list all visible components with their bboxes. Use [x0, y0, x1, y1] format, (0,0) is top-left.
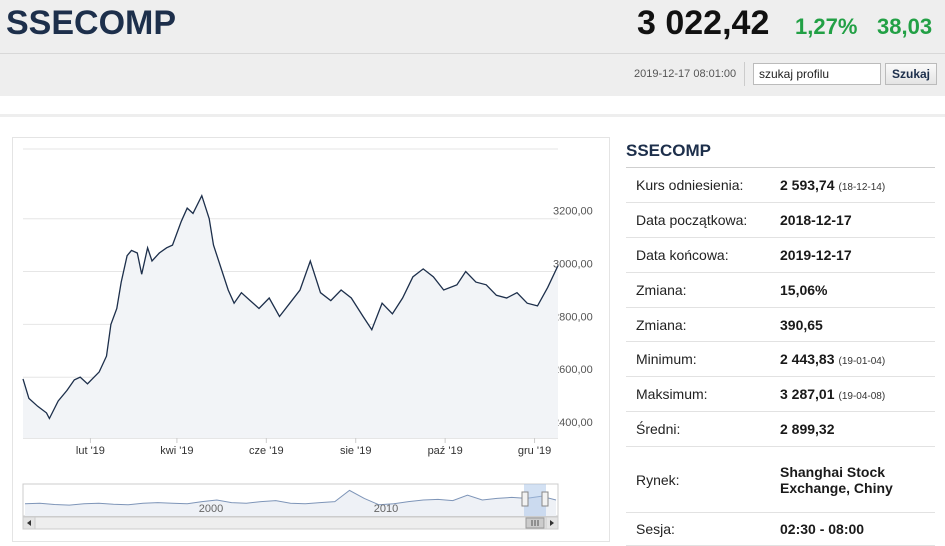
info-row: Data końcowa:2019-12-17	[626, 238, 935, 273]
info-value: 390,65	[780, 317, 823, 333]
info-value: 02:30 - 08:00	[780, 521, 864, 537]
scrollbar-track[interactable]	[23, 517, 558, 529]
header-bar: SSECOMP 3 022,42 1,27% 38,03 2019-12-17 …	[0, 0, 945, 96]
navigator-handle-left[interactable]	[522, 492, 528, 506]
info-value-cell: 390,65	[780, 308, 935, 342]
x-tick-label: kwi '19	[160, 445, 193, 457]
change-percent: 1,27%	[795, 14, 857, 40]
info-row: Rynek:Shanghai Stock Exchange, Chiny	[626, 447, 935, 513]
profile-search-input[interactable]	[753, 63, 881, 85]
search-button[interactable]: Szukaj	[885, 63, 937, 85]
info-label: Minimum:	[626, 342, 780, 377]
info-label: Kurs odniesienia:	[626, 168, 780, 203]
x-tick-label: sie '19	[340, 445, 371, 457]
x-tick-label: gru '19	[518, 445, 551, 457]
info-row: Minimum:2 443,83 (19-01-04)	[626, 342, 935, 377]
y-tick-label: 2400,00	[553, 417, 593, 429]
info-row: Średni:2 899,32	[626, 412, 935, 447]
x-tick-label: paź '19	[428, 445, 463, 457]
info-value: 2 899,32	[780, 421, 835, 437]
ticker-symbol: SSECOMP	[6, 4, 176, 43]
x-tick-label: cze '19	[249, 445, 284, 457]
series-area	[23, 196, 558, 438]
info-row: Data początkowa:2018-12-17	[626, 203, 935, 238]
navigator-handle-right[interactable]	[542, 492, 548, 506]
toolbar-divider	[744, 62, 745, 86]
y-tick-label: 2600,00	[553, 364, 593, 376]
info-value: 2018-12-17	[780, 212, 852, 228]
y-tick-label: 3200,00	[553, 206, 593, 218]
info-row: Kurs odniesienia:2 593,74 (18-12-14)	[626, 168, 935, 203]
info-value-cell: 2018-12-17	[780, 203, 935, 238]
change-absolute: 38,03	[877, 14, 932, 40]
info-value-date: (19-04-08)	[839, 391, 886, 402]
info-value: 2019-12-17	[780, 247, 852, 263]
info-value-cell: 2 443,83 (19-01-04)	[780, 342, 935, 377]
navigator-tick-label: 2000	[199, 503, 223, 515]
header-divider	[0, 53, 945, 54]
info-value-cell: 15,06%	[780, 273, 935, 308]
info-value-cell: 3 287,01 (19-04-08)	[780, 377, 935, 412]
info-value-date: (19-01-04)	[839, 356, 886, 367]
chart-panel: 2400,00 2600,00 2800,00 3000,00 3200,00 lut '…	[12, 137, 610, 542]
info-value-cell: 2019-12-17	[780, 238, 935, 273]
info-label: Sesja:	[626, 513, 780, 546]
info-value-cell: Shanghai Stock Exchange, Chiny	[780, 447, 935, 513]
info-value-cell: 02:30 - 08:00	[780, 513, 935, 546]
section-divider	[0, 114, 945, 117]
info-value: 3 287,01	[780, 386, 835, 402]
info-value: 15,06%	[780, 282, 827, 298]
x-tick-label: lut '19	[76, 445, 105, 457]
info-table: Kurs odniesienia:2 593,74 (18-12-14) Data …	[626, 167, 935, 546]
info-value-cell: 2 593,74 (18-12-14)	[780, 168, 935, 203]
price-chart[interactable]: 2400,00 2600,00 2800,00 3000,00 3200,00 lut '…	[13, 138, 611, 543]
info-label: Maksimum:	[626, 377, 780, 412]
info-label: Data początkowa:	[626, 203, 780, 238]
info-value-date: (18-12-14)	[839, 182, 886, 193]
info-label: Zmiana:	[626, 308, 780, 342]
info-value: Shanghai Stock Exchange, Chiny	[780, 464, 893, 496]
info-label: Średni:	[626, 412, 780, 447]
info-label: Zmiana:	[626, 273, 780, 308]
info-row: Maksimum:3 287,01 (19-04-08)	[626, 377, 935, 412]
current-price: 3 022,42	[637, 4, 769, 43]
info-title: SSECOMP	[626, 141, 711, 161]
info-row: Zmiana:15,06%	[626, 273, 935, 308]
info-value: 2 593,74	[780, 177, 835, 193]
info-value-cell: 2 899,32	[780, 412, 935, 447]
quote-timestamp: 2019-12-17 08:01:00	[634, 68, 736, 80]
info-row: Zmiana:390,65	[626, 308, 935, 342]
y-tick-label: 2800,00	[553, 311, 593, 323]
y-tick-label: 3000,00	[553, 259, 593, 271]
info-label: Data końcowa:	[626, 238, 780, 273]
info-row: Sesja:02:30 - 08:00	[626, 513, 935, 546]
info-value: 2 443,83	[780, 351, 835, 367]
info-label: Rynek:	[626, 447, 780, 513]
navigator-tick-label: 2010	[374, 503, 398, 515]
